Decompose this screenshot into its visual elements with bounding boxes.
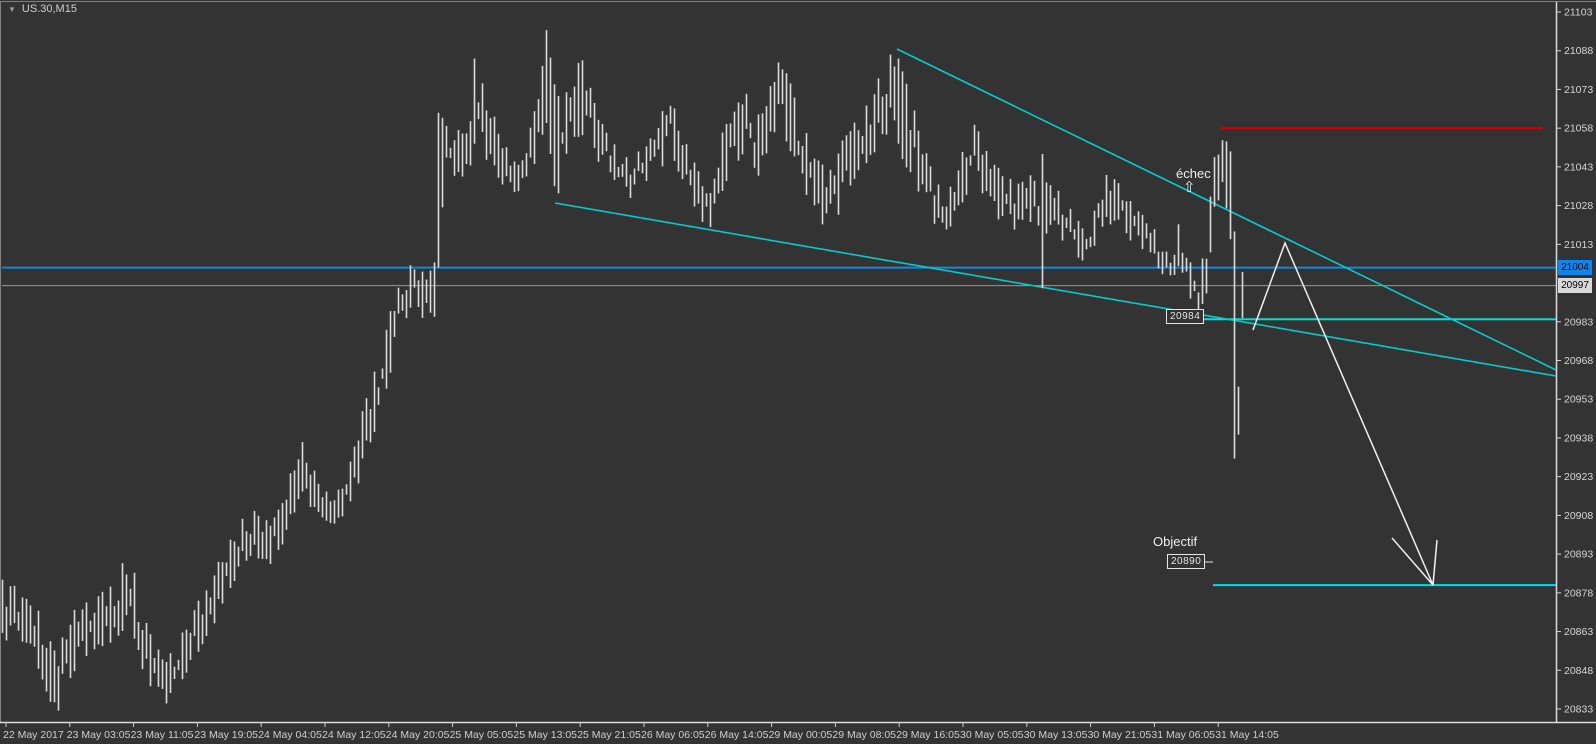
price-tick-label: 20848: [1564, 665, 1593, 677]
echec-up-arrow-icon[interactable]: ⇧: [1183, 178, 1196, 196]
time-tick-label: 31 May 14:05: [1215, 729, 1279, 741]
time-tick-label: 31 May 06:05: [1151, 729, 1215, 741]
time-tick-label: 30 May 05:05: [960, 729, 1024, 741]
price-tick-label: 20908: [1564, 510, 1593, 522]
price-tick-label: 21058: [1564, 123, 1593, 135]
price-tick-label: 21043: [1564, 161, 1593, 173]
price-box-20984[interactable]: 20984: [1166, 309, 1205, 324]
price-tick-label: 20833: [1564, 703, 1593, 715]
price-tick-label: 20938: [1564, 432, 1593, 444]
time-tick-label: 30 May 21:05: [1088, 729, 1152, 741]
time-tick-label: 25 May 21:05: [577, 729, 641, 741]
price-tick-label: 21088: [1564, 45, 1593, 57]
time-tick-label: 23 May 19:05: [194, 729, 258, 741]
time-tick-label: 26 May 06:05: [641, 729, 705, 741]
time-tick-label: 24 May 20:05: [386, 729, 450, 741]
price-tick-label: 20953: [1564, 394, 1593, 406]
price-box-20890[interactable]: 20890: [1167, 554, 1206, 569]
price-tick-label: 21073: [1564, 84, 1593, 96]
price-tick-label: 20968: [1564, 355, 1593, 367]
price-tick-label: 21103: [1564, 7, 1593, 19]
projection-arrowhead-0[interactable]: [1391, 537, 1434, 586]
time-tick-label: 22 May 2017: [3, 729, 64, 741]
echec-label[interactable]: échec: [1176, 166, 1211, 181]
time-tick-label: 24 May 04:05: [258, 729, 322, 741]
objectif-label[interactable]: Objectif: [1153, 534, 1198, 549]
time-tick-label: 30 May 13:05: [1024, 729, 1088, 741]
price-tick-label: 21028: [1564, 200, 1593, 212]
price-tick-label: 20893: [1564, 549, 1593, 561]
time-tick-label: 29 May 08:05: [832, 729, 896, 741]
time-tick-label: 29 May 16:05: [896, 729, 960, 741]
price-tick-label: 20923: [1564, 471, 1593, 483]
price-badge-20997: 20997: [1558, 278, 1592, 294]
time-tick-label: 26 May 14:05: [705, 729, 769, 741]
descending-trendline-outer[interactable]: [896, 48, 1557, 371]
symbol-label: ▼ US.30,M15: [8, 3, 77, 15]
time-tick-label: 25 May 05:05: [450, 729, 514, 741]
time-tick-label: 29 May 00:05: [769, 729, 833, 741]
time-tick-label: 25 May 13:05: [513, 729, 577, 741]
projection-arrow-path[interactable]: [1252, 240, 1434, 586]
price-badge-21004: 21004: [1558, 260, 1592, 276]
time-tick-label: 23 May 03:05: [67, 729, 131, 741]
time-tick-label: 24 May 12:05: [322, 729, 386, 741]
time-tick-label: 23 May 11:05: [131, 729, 194, 741]
symbol-text: US.30,M15: [21, 3, 77, 15]
price-tick-label: 20983: [1564, 316, 1593, 328]
price-tick-label: 20878: [1564, 587, 1593, 599]
price-bars: [1, 30, 1244, 711]
price-tick-label: 20863: [1564, 626, 1593, 638]
price-tick-label: 21013: [1564, 239, 1593, 251]
descending-trendline-inner[interactable]: [554, 202, 1557, 377]
dropdown-icon: ▼: [8, 4, 16, 14]
projection-arrowhead-1[interactable]: [1432, 539, 1438, 586]
